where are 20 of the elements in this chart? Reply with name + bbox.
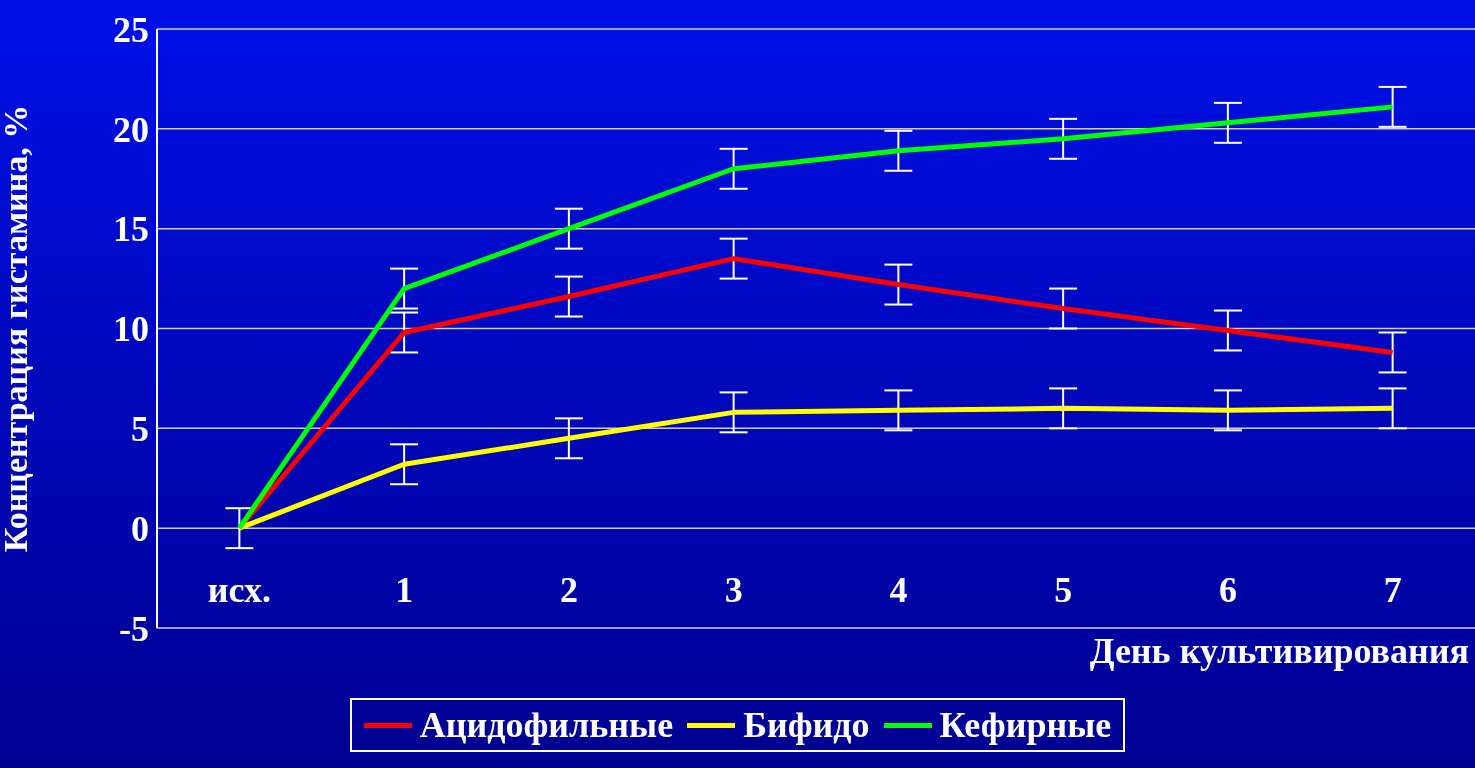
y-tick-label: 10 [113, 309, 149, 350]
y-tick-label: 15 [113, 209, 149, 250]
legend-label: Ацидофильные [419, 704, 674, 746]
legend-label: Бифидо [743, 704, 870, 746]
y-tick-label: 25 [113, 9, 149, 50]
legend-label: Кефирные [939, 704, 1112, 746]
x-tick-label: 3 [724, 570, 743, 610]
y-tick-label: 20 [113, 109, 149, 150]
y-axis-title: Концентрация гистамина, % [0, 104, 35, 553]
x-tick-label: исх. [207, 570, 271, 610]
x-tick-label: 1 [395, 570, 414, 610]
x-tick-label: 5 [1054, 570, 1073, 610]
y-tick-label: -5 [119, 608, 149, 649]
x-tick-label: 4 [889, 570, 908, 610]
y-tick-label: 5 [131, 409, 149, 450]
y-tick-label: 0 [131, 508, 149, 549]
x-axis-title: День культивирования [1089, 630, 1469, 672]
x-tick-label: 7 [1383, 570, 1402, 610]
x-tick-label: 2 [559, 570, 578, 610]
x-tick-label: 6 [1218, 570, 1237, 610]
